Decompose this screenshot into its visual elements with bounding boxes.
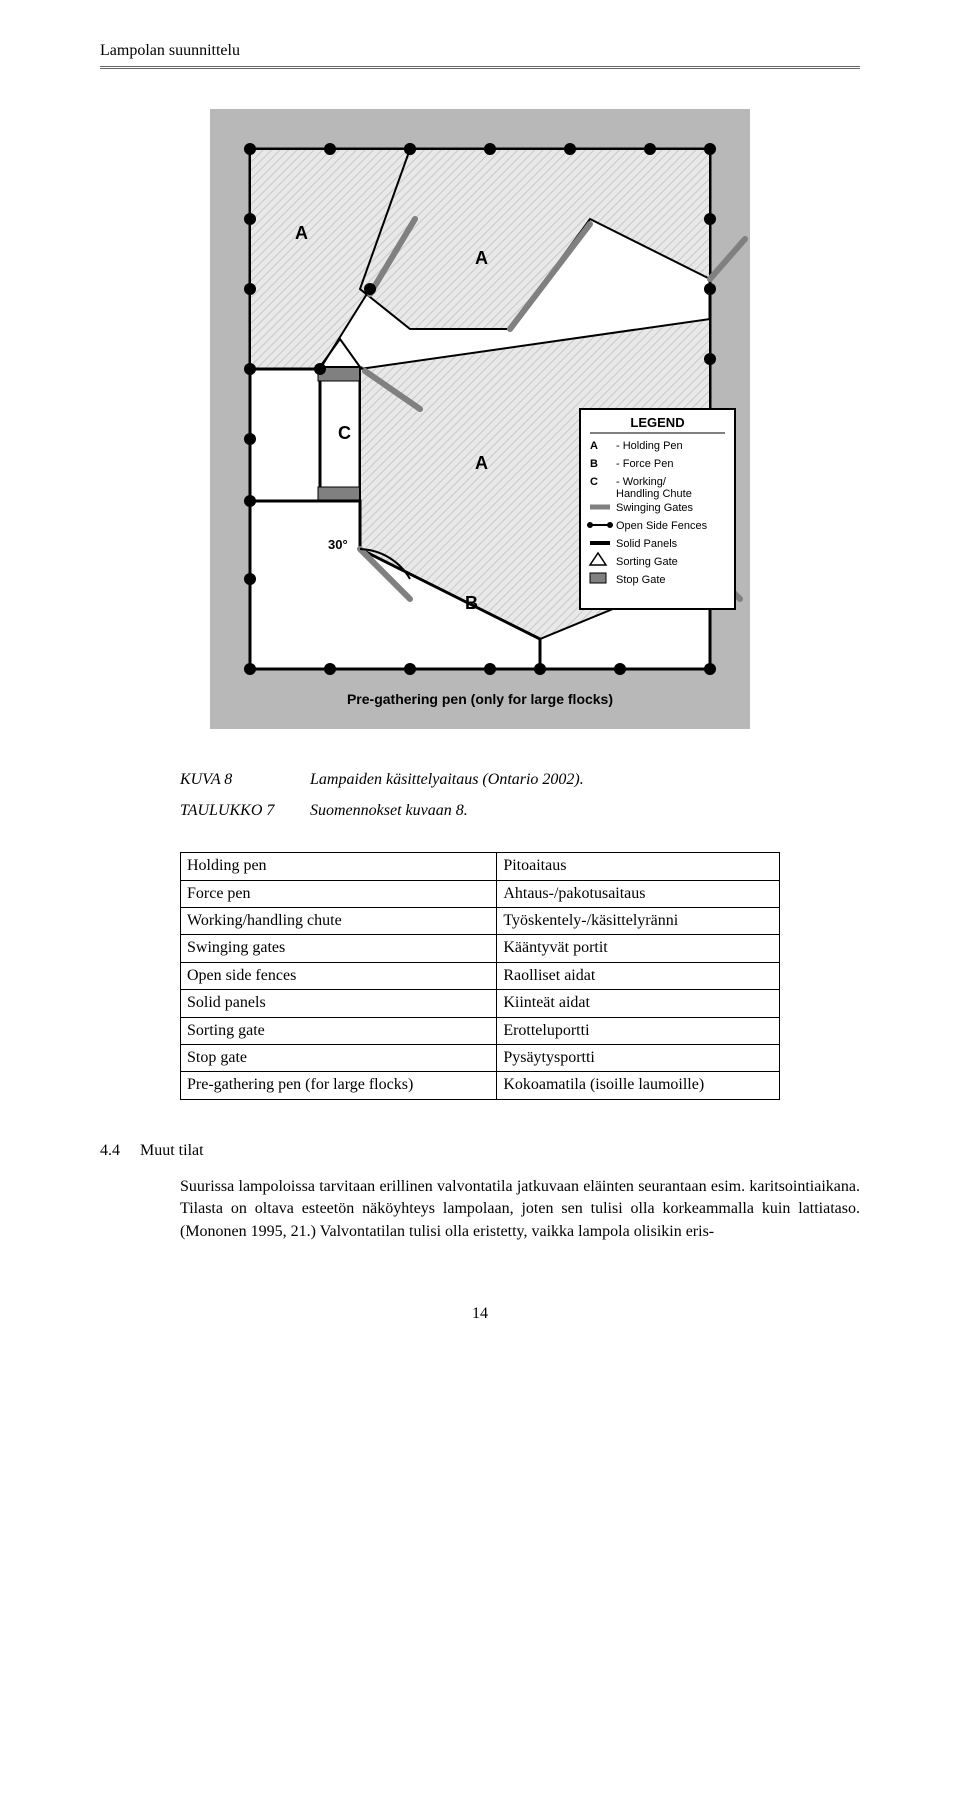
table-cell: Holding pen xyxy=(181,853,497,880)
table-cell: Erotteluportti xyxy=(497,1017,780,1044)
table-cell: Force pen xyxy=(181,880,497,907)
table-row: Open side fencesRaolliset aidat xyxy=(181,962,780,989)
svg-text:LEGEND: LEGEND xyxy=(630,415,684,430)
svg-text:30°: 30° xyxy=(328,537,348,552)
table-cell: Pitoaitaus xyxy=(497,853,780,880)
svg-text:- Force Pen: - Force Pen xyxy=(616,458,673,470)
captions: KUVA 8 Lampaiden käsittelyaitaus (Ontari… xyxy=(180,769,860,822)
figure-caption-label: KUVA 8 xyxy=(180,769,310,791)
table-cell: Kokoamatila (isoille laumoille) xyxy=(497,1072,780,1099)
table-cell: Kääntyvät portit xyxy=(497,935,780,962)
table-row: Stop gatePysäytysportti xyxy=(181,1044,780,1071)
figure-caption: KUVA 8 Lampaiden käsittelyaitaus (Ontari… xyxy=(180,769,860,791)
svg-text:B: B xyxy=(590,458,598,470)
translation-table: Holding penPitoaitausForce penAhtaus-/pa… xyxy=(180,852,780,1100)
table-cell: Sorting gate xyxy=(181,1017,497,1044)
table-cell: Pre-gathering pen (for large flocks) xyxy=(181,1072,497,1099)
svg-text:Solid Panels: Solid Panels xyxy=(616,538,678,550)
svg-text:Swinging Gates: Swinging Gates xyxy=(616,502,694,514)
diagram-container: AAABC30°LEGENDA- Holding PenB- Force Pen… xyxy=(100,109,860,729)
svg-text:A: A xyxy=(475,248,488,268)
table-row: Solid panelsKiinteät aidat xyxy=(181,990,780,1017)
table-cell: Ahtaus-/pakotusaitaus xyxy=(497,880,780,907)
svg-text:A: A xyxy=(475,453,488,473)
table-row: Working/handling chuteTyöskentely-/käsit… xyxy=(181,907,780,934)
page-number: 14 xyxy=(100,1303,860,1325)
svg-text:Open Side Fences: Open Side Fences xyxy=(616,520,708,532)
section-title: Muut tilat xyxy=(140,1140,204,1162)
svg-text:Handling Chute: Handling Chute xyxy=(616,488,692,500)
svg-text:A: A xyxy=(590,440,598,452)
table-cell: Raolliset aidat xyxy=(497,962,780,989)
table-row: Force penAhtaus-/pakotusaitaus xyxy=(181,880,780,907)
svg-text:Stop Gate: Stop Gate xyxy=(616,574,666,586)
svg-text:A: A xyxy=(295,223,308,243)
svg-text:Sorting Gate: Sorting Gate xyxy=(616,556,678,568)
section-heading: 4.4 Muut tilat xyxy=(100,1140,860,1162)
table-cell: Kiinteät aidat xyxy=(497,990,780,1017)
table-cell: Open side fences xyxy=(181,962,497,989)
figure-caption-text: Lampaiden käsittelyaitaus (Ontario 2002)… xyxy=(310,769,584,791)
svg-text:B: B xyxy=(465,593,478,613)
svg-text:- Working/: - Working/ xyxy=(616,476,667,488)
body-paragraph: Suurissa lampoloissa tarvitaan erillinen… xyxy=(180,1176,860,1243)
svg-text:Pre-gathering pen (only for la: Pre-gathering pen (only for large flocks… xyxy=(347,691,613,707)
floorplan-diagram: AAABC30°LEGENDA- Holding PenB- Force Pen… xyxy=(210,109,750,729)
table-row: Holding penPitoaitaus xyxy=(181,853,780,880)
svg-text:C: C xyxy=(338,423,351,443)
svg-text:C: C xyxy=(590,476,598,488)
table-row: Swinging gatesKääntyvät portit xyxy=(181,935,780,962)
table-row: Pre-gathering pen (for large flocks)Koko… xyxy=(181,1072,780,1099)
table-cell: Stop gate xyxy=(181,1044,497,1071)
table-caption-text: Suomennokset kuvaan 8. xyxy=(310,800,468,822)
table-row: Sorting gateErotteluportti xyxy=(181,1017,780,1044)
table-cell: Solid panels xyxy=(181,990,497,1017)
page-header: Lampolan suunnittelu xyxy=(100,40,860,62)
header-rule xyxy=(100,66,860,69)
table-cell: Työskentely-/käsittelyränni xyxy=(497,907,780,934)
table-caption: TAULUKKO 7 Suomennokset kuvaan 8. xyxy=(180,800,860,822)
section-number: 4.4 xyxy=(100,1140,140,1162)
table-cell: Working/handling chute xyxy=(181,907,497,934)
table-cell: Pysäytysportti xyxy=(497,1044,780,1071)
table-cell: Swinging gates xyxy=(181,935,497,962)
svg-text:- Holding Pen: - Holding Pen xyxy=(616,440,683,452)
table-caption-label: TAULUKKO 7 xyxy=(180,800,310,822)
